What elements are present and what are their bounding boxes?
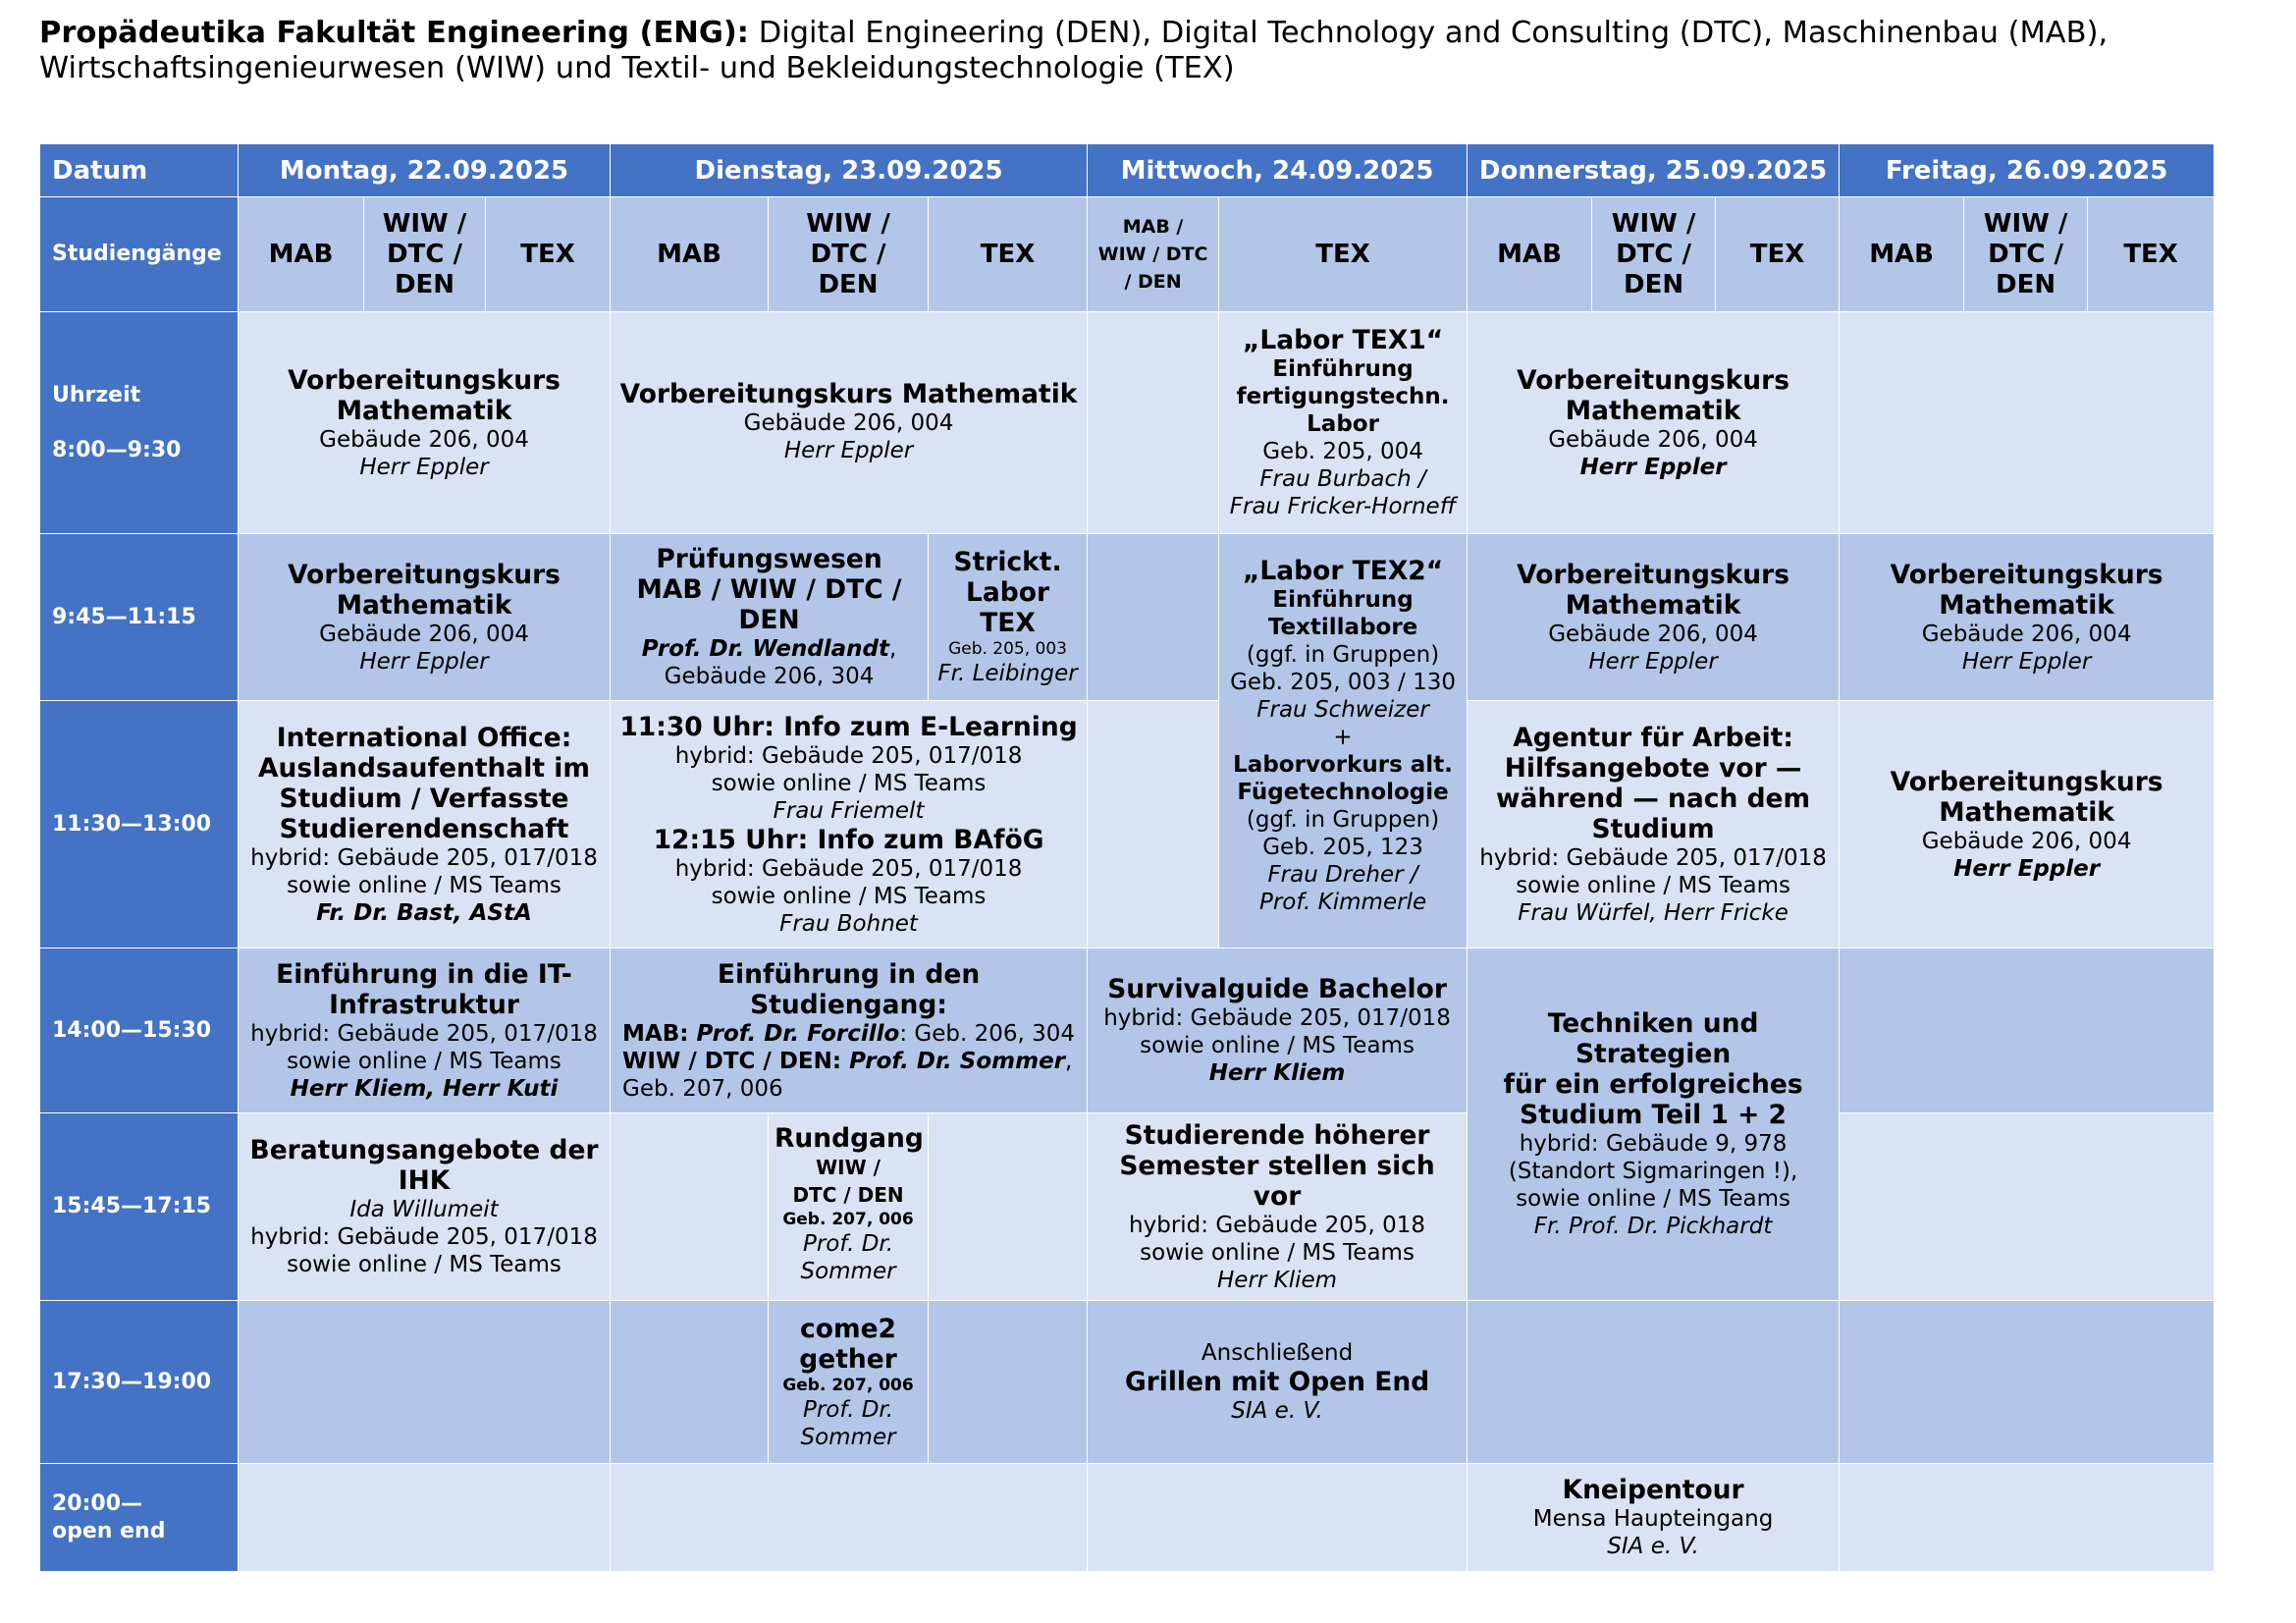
program-wiw-dtc-den: WIW / DTC / DEN	[1963, 196, 2089, 312]
course-vorbereitungskurs: Vorbereitungskurs Mathematik Gebäude 206,…	[1839, 700, 2216, 948]
program-mab-wiw-dtc-den: MAB / WIW / DTC / DEN	[1087, 196, 1220, 312]
course-agentur-fuer-arbeit: Agentur für Arbeit: Hilfsangebote vor — w…	[1467, 700, 1841, 948]
day-header-thursday: Donnerstag, 25.09.2025	[1467, 143, 1841, 197]
empty-cell	[1087, 1463, 1468, 1572]
time-row-7: 20:00— open end Kneipentour Mensa Hauptein…	[39, 1463, 2216, 1572]
empty-cell	[1087, 533, 1220, 701]
course-rundgang: Rundgang WIW / DTC / DEN Geb. 207, 006 P…	[768, 1112, 930, 1301]
course-pruefungswesen: Prüfungswesen MAB / WIW / DTC / DEN Prof.…	[610, 533, 930, 701]
time-row-3: 11:30—13:00 International Office: Ausland…	[39, 700, 2216, 948]
empty-cell	[1467, 1300, 1841, 1464]
empty-cell	[928, 1300, 1089, 1464]
day-header-friday: Freitag, 26.09.2025	[1839, 143, 2216, 197]
program-mab: MAB	[1839, 196, 1965, 312]
program-wiw-dtc-den: WIW / DTC / DEN	[1591, 196, 1717, 312]
datum-header: Datum	[39, 143, 239, 197]
course-it-infrastruktur: Einführung in die IT- Infrastruktur hybri…	[237, 947, 612, 1113]
time-label: 9:45—11:15	[39, 533, 239, 701]
course-vorbereitungskurs: Vorbereitungskurs Mathematik Gebäude 206,…	[1467, 533, 1841, 701]
page-title: Propädeutika Fakultät Engineering (ENG):…	[39, 16, 2228, 86]
day-header-monday: Montag, 22.09.2025	[237, 143, 612, 197]
header-row: Datum Montag, 22.09.2025 Dienstag, 23.09…	[39, 143, 2216, 197]
empty-cell	[928, 1112, 1089, 1301]
empty-cell	[1839, 311, 2216, 534]
program-wiw-dtc-den: WIW / DTC / DEN	[768, 196, 930, 312]
empty-cell	[610, 1300, 770, 1464]
empty-cell	[1839, 947, 2216, 1113]
program-tex: TEX	[1715, 196, 1841, 312]
day-header-tuesday: Dienstag, 23.09.2025	[610, 143, 1089, 197]
empty-cell	[610, 1463, 1089, 1572]
title-bold: Propädeutika Fakultät Engineering (ENG):	[39, 16, 750, 50]
course-labor-tex1: „Labor TEX1“ Einführung fertigungstechn. L…	[1218, 311, 1468, 534]
time-row-2: 9:45—11:15 Vorbereitungskurs Mathematik G…	[39, 533, 2216, 948]
course-labor-tex2: „Labor TEX2“ Einführung Textillabore (ggf…	[1218, 533, 1468, 948]
studiengaenge-label: Studiengänge	[39, 196, 239, 312]
program-tex: TEX	[928, 196, 1089, 312]
time-row-4: 14:00—15:30 Einführung in die IT- Infrast…	[39, 947, 2216, 1301]
course-vorbereitungskurs: Vorbereitungskurs Mathematik Gebäude 206,…	[1839, 533, 2216, 701]
program-tex: TEX	[484, 196, 612, 312]
time-label: 14:00—15:30	[39, 947, 239, 1113]
course-info-elearning-bafoeg: 11:30 Uhr: Info zum E-Learning hybrid: G…	[610, 700, 1089, 948]
time-label: 11:30—13:00	[39, 700, 239, 948]
course-survivalguide: Survivalguide Bachelor hybrid: Gebäude 2…	[1087, 947, 1468, 1113]
day-header-wednesday: Mittwoch, 24.09.2025	[1087, 143, 1468, 197]
studiengaenge-row: Studiengänge MAB WIW / DTC / DEN TEX MAB W…	[39, 196, 2216, 312]
course-techniken-strategien: Techniken und Strategien für ein erfolgre…	[1467, 947, 1841, 1301]
program-tex: TEX	[1218, 196, 1468, 312]
program-mab: MAB	[610, 196, 770, 312]
time-label: Uhrzeit 8:00—9:30	[39, 311, 239, 534]
course-kneipentour: Kneipentour Mensa Haupteingang SIA e. V.	[1467, 1463, 1841, 1572]
title-rest: Digital Engineering (DEN), Digital Techn…	[39, 16, 2109, 85]
course-vorbereitungskurs: Vorbereitungskurs Mathematik Gebäude 206,…	[237, 311, 612, 534]
program-mab: MAB	[238, 196, 364, 312]
time-row-6: 17:30—19:00 come2 gether Geb. 207, 006 Pr…	[39, 1300, 2216, 1464]
course-come2gether: come2 gether Geb. 207, 006 Prof. Dr. Somme…	[768, 1300, 930, 1464]
course-vorbereitungskurs: Vorbereitungskurs Mathematik Gebäude 206…	[610, 311, 1089, 534]
time-label: 15:45—17:15	[39, 1112, 239, 1301]
course-vorbereitungskurs: Vorbereitungskurs Mathematik Gebäude 206,…	[1467, 311, 1841, 534]
course-studierende-hoeherer-semester: Studierende höherer Semester stellen sich…	[1087, 1112, 1468, 1301]
course-international-office: International Office: Auslandsaufenthalt …	[237, 700, 612, 948]
time-row-5: 15:45—17:15 Beratungsangebote der IHK Id…	[39, 1112, 2216, 1301]
time-label: 17:30—19:00	[39, 1300, 239, 1464]
time-label: 20:00— open end	[39, 1463, 239, 1572]
course-strickt-labor: Strickt. Labor TEX Geb. 205, 003 Fr. Leibi…	[928, 533, 1089, 701]
empty-cell	[237, 1300, 612, 1464]
empty-cell	[237, 1463, 612, 1572]
empty-cell	[1087, 700, 1220, 948]
program-tex: TEX	[2087, 196, 2216, 312]
time-row-1: Uhrzeit 8:00—9:30 Vorbereitungskurs Mathem…	[39, 311, 2216, 534]
program-mab: MAB	[1467, 196, 1593, 312]
course-ihk-beratung: Beratungsangebote der IHK Ida Willumeit …	[237, 1112, 612, 1301]
empty-cell	[1839, 1300, 2216, 1464]
empty-cell	[1839, 1112, 2216, 1301]
program-wiw-dtc-den: WIW / DTC / DEN	[363, 196, 486, 312]
empty-cell	[1087, 311, 1220, 534]
empty-cell	[610, 1112, 770, 1301]
course-einfuehrung-studiengang: Einführung in den Studiengang: MAB: Prof…	[610, 947, 1089, 1113]
schedule-table: Datum Montag, 22.09.2025 Dienstag, 23.09…	[39, 143, 2216, 1572]
empty-cell	[1839, 1463, 2216, 1572]
course-grillen: Anschließend Grillen mit Open End SIA e. …	[1087, 1300, 1468, 1464]
course-vorbereitungskurs: Vorbereitungskurs Mathematik Gebäude 206,…	[237, 533, 612, 701]
